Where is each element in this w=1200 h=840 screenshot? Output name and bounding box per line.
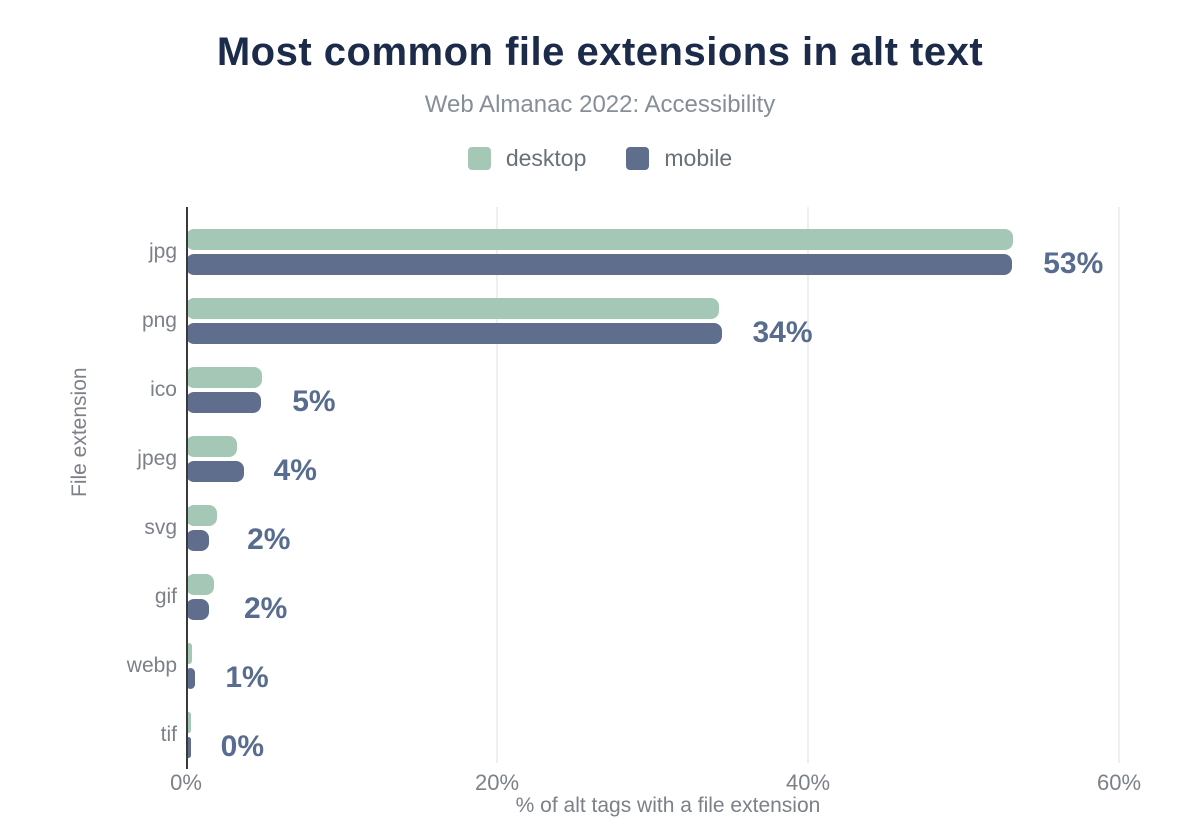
bar-row-png: png 34% bbox=[142, 276, 1150, 349]
bar-row-tif: tif 0% bbox=[161, 690, 1150, 763]
bar-desktop-tif bbox=[186, 712, 191, 733]
value-label-ico: 5% bbox=[292, 385, 336, 418]
desktop-swatch-icon bbox=[467, 147, 491, 170]
bar-desktop-jpeg bbox=[186, 436, 238, 457]
bar-desktop-gif bbox=[186, 574, 214, 595]
bar-row-jpeg: jpeg 4% bbox=[137, 414, 1150, 487]
bar-desktop-jpg bbox=[186, 229, 1014, 250]
y-axis-title: File extension bbox=[68, 367, 91, 497]
category-label-jpeg: jpeg bbox=[137, 447, 177, 470]
bar-row-jpg: jpg 53% bbox=[149, 207, 1150, 280]
value-label-jpeg: 4% bbox=[273, 454, 317, 487]
category-label-webp: webp bbox=[126, 654, 177, 677]
legend: desktop mobile bbox=[0, 145, 1200, 172]
legend-item-desktop: desktop bbox=[467, 145, 587, 172]
category-label-ico: ico bbox=[150, 378, 177, 401]
bar-mobile-gif bbox=[186, 599, 210, 620]
value-label-tif: 0% bbox=[220, 730, 265, 763]
bar-mobile-ico bbox=[186, 392, 261, 413]
category-label-tif: tif bbox=[160, 723, 177, 746]
gridline-40% bbox=[807, 207, 809, 763]
legend-label-mobile: mobile bbox=[664, 145, 733, 171]
bar-mobile-jpeg bbox=[186, 461, 244, 482]
bar-desktop-svg bbox=[186, 505, 218, 526]
value-label-png: 34% bbox=[752, 316, 813, 349]
category-label-gif: gif bbox=[154, 585, 177, 608]
legend-label-desktop: desktop bbox=[505, 145, 587, 171]
category-label-svg: svg bbox=[144, 516, 177, 539]
bar-desktop-webp bbox=[186, 643, 193, 664]
bar-mobile-png bbox=[186, 323, 723, 344]
value-label-jpg: 53% bbox=[1043, 247, 1104, 280]
legend-item-mobile: mobile bbox=[626, 145, 732, 172]
bar-desktop-png bbox=[186, 298, 720, 319]
x-axis-title: % of alt tags with a file extension bbox=[515, 794, 821, 817]
x-tick-40%: 40% bbox=[785, 770, 831, 795]
gridline-20% bbox=[496, 207, 498, 763]
x-tick-0%: 0% bbox=[170, 770, 202, 795]
chart-subtitle: Web Almanac 2022: Accessibility bbox=[424, 91, 776, 118]
bar-mobile-tif bbox=[186, 737, 191, 758]
x-tick-20%: 20% bbox=[474, 770, 520, 795]
value-label-gif: 2% bbox=[243, 592, 288, 625]
value-label-webp: 1% bbox=[225, 661, 269, 694]
gridline-60% bbox=[1118, 207, 1120, 763]
bar-mobile-jpg bbox=[186, 254, 1012, 275]
bar-row-ico: ico 5% bbox=[150, 345, 1150, 418]
chart-title: Most common file extensions in alt text bbox=[216, 30, 984, 74]
x-axis-ticks: 0% 20% 40% 60% bbox=[170, 770, 1150, 796]
y-axis-line bbox=[186, 207, 188, 769]
value-label-svg: 2% bbox=[247, 523, 291, 556]
bar-mobile-webp bbox=[186, 668, 196, 689]
category-label-png: png bbox=[141, 309, 177, 332]
x-tick-60%: 60% bbox=[1096, 770, 1142, 795]
bar-row-webp: webp 1% bbox=[127, 621, 1150, 694]
category-label-jpg: jpg bbox=[148, 240, 177, 263]
bar-mobile-svg bbox=[186, 530, 210, 551]
bar-row-svg: svg 2% bbox=[144, 483, 1150, 556]
mobile-swatch-icon bbox=[626, 147, 650, 170]
bar-row-gif: gif 2% bbox=[155, 552, 1150, 625]
bar-desktop-ico bbox=[186, 367, 263, 388]
plot-area: jpg 53% png 34% ico 5% jpeg 4% svg 2% gif 2% webp 1% t… bbox=[127, 207, 1150, 769]
